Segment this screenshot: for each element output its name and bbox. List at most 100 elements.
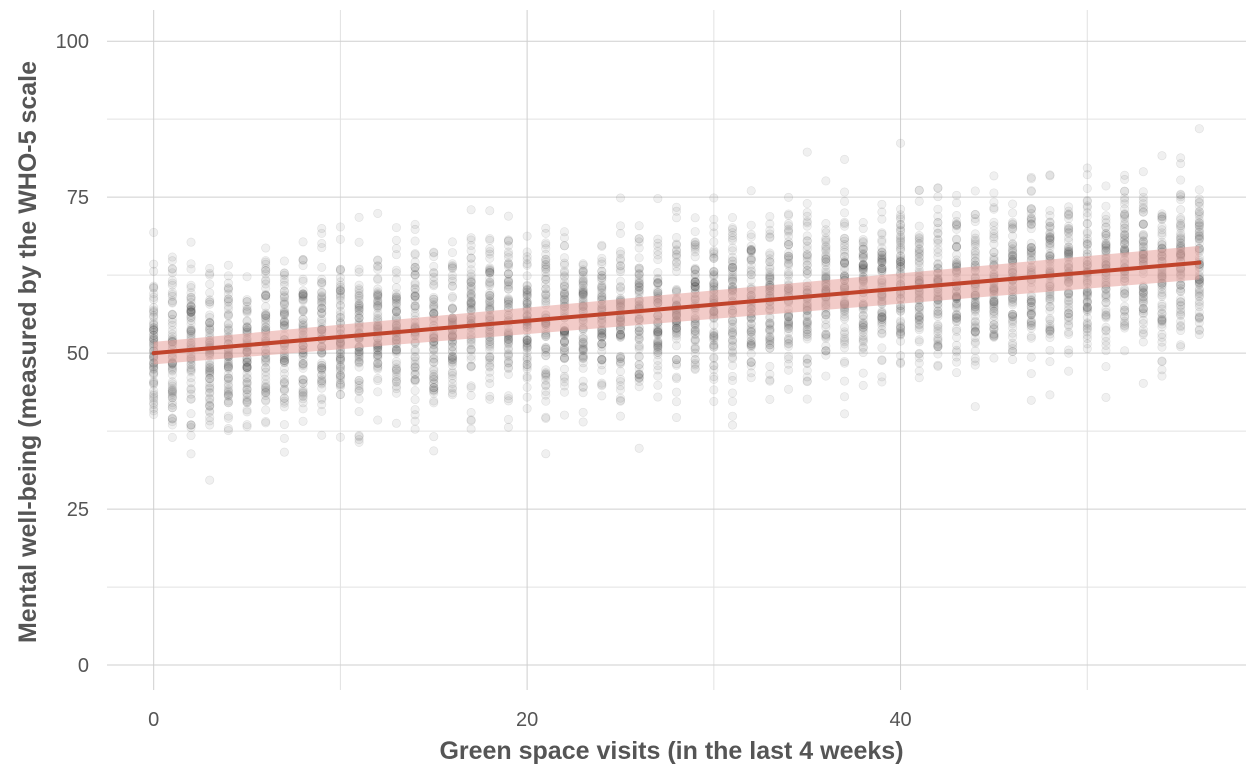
data-point: [447, 276, 457, 286]
data-point: [373, 291, 383, 301]
data-point: [373, 376, 383, 386]
data-point: [541, 369, 551, 379]
data-point: [858, 368, 868, 378]
data-point: [615, 246, 625, 256]
data-point: [485, 263, 495, 273]
data-point: [522, 343, 532, 353]
data-point: [522, 352, 532, 362]
data-point: [522, 339, 532, 349]
data-point: [522, 335, 532, 345]
data-point: [391, 374, 401, 384]
data-point: [840, 208, 850, 218]
data-point: [205, 401, 215, 411]
data-point: [149, 403, 159, 413]
data-point: [354, 267, 364, 277]
data-point: [317, 363, 327, 373]
data-point: [1176, 342, 1186, 352]
data-point: [335, 432, 345, 442]
data-point: [541, 262, 551, 272]
data-point: [242, 323, 252, 333]
data-point: [317, 292, 327, 302]
data-point: [447, 390, 457, 400]
data-point: [186, 373, 196, 383]
data-point: [597, 378, 607, 388]
data-point: [447, 304, 457, 314]
data-point: [1120, 289, 1130, 299]
data-point: [559, 272, 569, 282]
data-point: [447, 384, 457, 394]
data-point: [615, 354, 625, 364]
data-point: [466, 253, 476, 263]
data-point: [1194, 215, 1204, 225]
data-point: [784, 354, 794, 364]
data-point: [149, 319, 159, 329]
data-point: [261, 322, 271, 332]
data-point: [354, 303, 364, 313]
data-point: [485, 206, 495, 216]
data-point: [522, 338, 532, 348]
data-point: [840, 262, 850, 272]
data-point: [615, 366, 625, 376]
data-point: [485, 379, 495, 389]
data-point: [1026, 298, 1036, 308]
data-point: [597, 391, 607, 401]
data-point: [522, 373, 532, 383]
data-point: [223, 381, 233, 391]
data-point: [933, 192, 943, 202]
data-point: [261, 356, 271, 366]
data-point: [746, 270, 756, 280]
data-point: [559, 346, 569, 356]
data-point: [746, 327, 756, 337]
data-point: [671, 239, 681, 249]
data-point: [1026, 333, 1036, 343]
data-point: [447, 354, 457, 364]
data-point: [597, 339, 607, 349]
data-point: [1008, 239, 1018, 249]
data-point: [541, 284, 551, 294]
data-point: [186, 431, 196, 441]
data-point: [447, 259, 457, 269]
data-point: [559, 260, 569, 270]
data-point: [223, 283, 233, 293]
data-point: [466, 351, 476, 361]
data-point: [205, 366, 215, 376]
data-point: [373, 350, 383, 360]
data-point: [410, 416, 420, 426]
data-point: [279, 270, 289, 280]
data-point: [541, 380, 551, 390]
data-point: [186, 378, 196, 388]
data-point: [578, 339, 588, 349]
data-point: [429, 340, 439, 350]
data-point: [335, 349, 345, 359]
data-point: [223, 362, 233, 372]
data-point: [261, 379, 271, 389]
data-point: [261, 316, 271, 326]
data-point: [261, 291, 271, 301]
data-point: [578, 279, 588, 289]
data-point: [410, 257, 420, 267]
data-point: [802, 322, 812, 332]
data-point: [242, 362, 252, 372]
data-point: [765, 219, 775, 229]
data-point: [578, 285, 588, 295]
data-point: [242, 397, 252, 407]
data-point: [485, 353, 495, 363]
data-point: [429, 378, 439, 388]
data-point: [373, 301, 383, 311]
data-point: [279, 256, 289, 266]
data-point: [298, 378, 308, 388]
data-point: [223, 379, 233, 389]
data-point: [559, 281, 569, 291]
data-point: [410, 224, 420, 234]
data-point: [261, 310, 271, 320]
data-point: [597, 271, 607, 281]
data-point: [1064, 249, 1074, 259]
data-point: [354, 394, 364, 404]
data-point: [466, 284, 476, 294]
data-point: [373, 347, 383, 357]
data-point: [447, 355, 457, 365]
data-point: [186, 423, 196, 433]
data-point: [223, 325, 233, 335]
data-point: [335, 349, 345, 359]
data-point: [1101, 181, 1111, 191]
